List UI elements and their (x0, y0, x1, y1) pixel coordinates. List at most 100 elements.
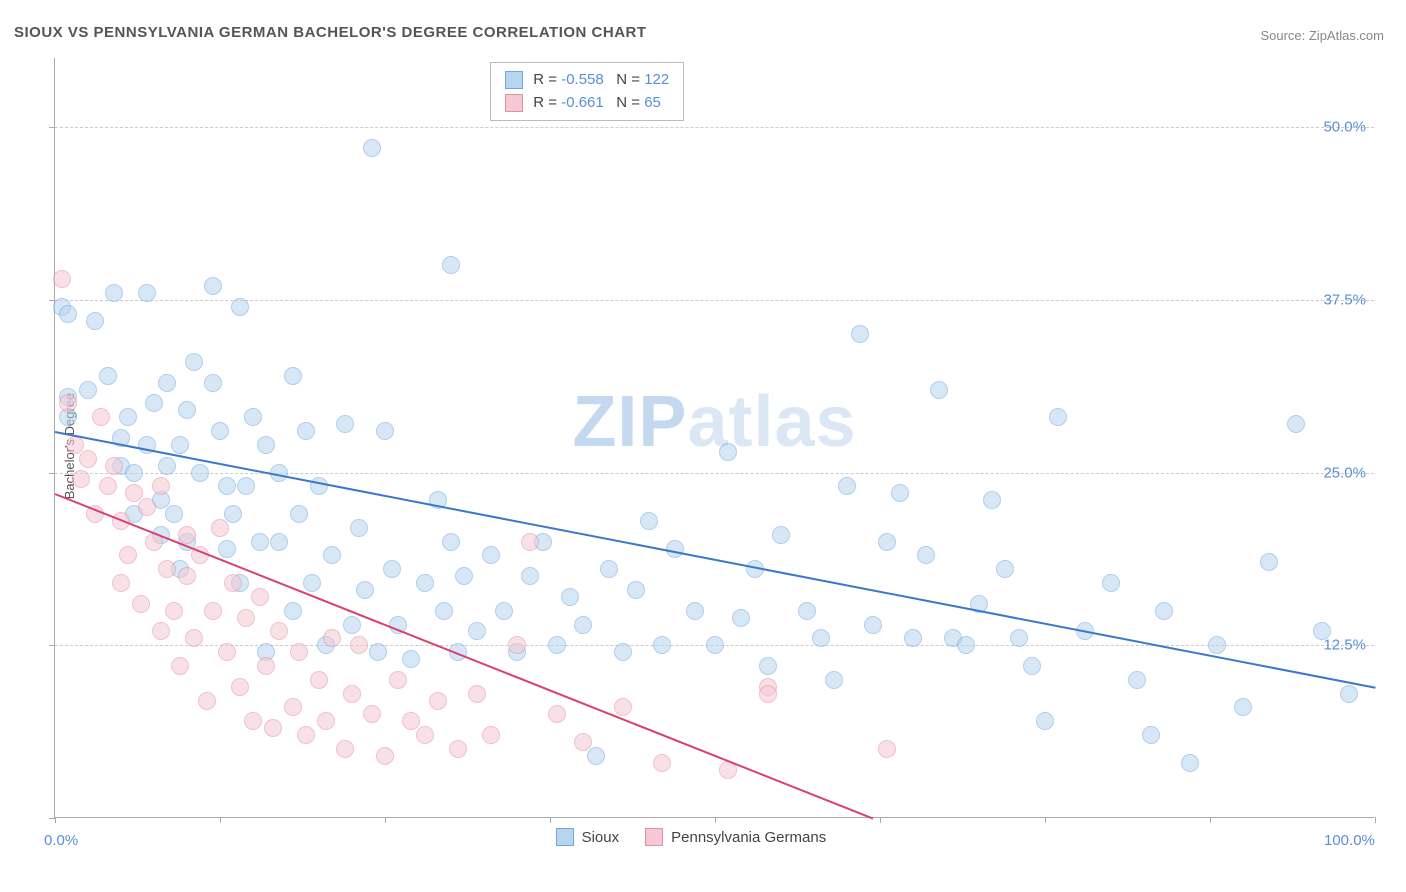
data-point (224, 505, 242, 523)
data-point (297, 726, 315, 744)
data-point (1023, 657, 1041, 675)
data-point (891, 484, 909, 502)
data-point (482, 546, 500, 564)
source-prefix: Source: (1260, 28, 1308, 43)
data-point (759, 685, 777, 703)
data-point (350, 519, 368, 537)
data-point (587, 747, 605, 765)
data-point (178, 526, 196, 544)
data-point (416, 574, 434, 592)
data-point (79, 450, 97, 468)
data-point (211, 519, 229, 537)
data-point (996, 560, 1014, 578)
x-tick (385, 817, 386, 823)
data-point (86, 312, 104, 330)
stats-text: R = -0.558 N = 122 (533, 69, 669, 92)
stats-row: R = -0.558 N = 122 (505, 69, 669, 92)
data-point (468, 685, 486, 703)
data-point (548, 705, 566, 723)
data-point (244, 408, 262, 426)
data-point (732, 609, 750, 627)
data-point (185, 353, 203, 371)
data-point (343, 685, 361, 703)
data-point (435, 602, 453, 620)
data-point (336, 415, 354, 433)
data-point (864, 616, 882, 634)
data-point (336, 740, 354, 758)
gridline (55, 300, 1374, 301)
data-point (666, 540, 684, 558)
data-point (191, 464, 209, 482)
data-point (825, 671, 843, 689)
data-point (112, 574, 130, 592)
data-point (376, 747, 394, 765)
data-point (600, 560, 618, 578)
data-point (105, 284, 123, 302)
x-tick (880, 817, 881, 823)
data-point (812, 629, 830, 647)
data-point (270, 622, 288, 640)
data-point (343, 616, 361, 634)
data-point (237, 609, 255, 627)
data-point (152, 477, 170, 495)
legend-swatch (645, 828, 663, 846)
data-point (495, 602, 513, 620)
data-point (383, 560, 401, 578)
data-point (627, 581, 645, 599)
data-point (211, 422, 229, 440)
x-tick-label: 100.0% (1324, 832, 1375, 849)
data-point (204, 277, 222, 295)
source-attribution: Source: ZipAtlas.com (1260, 28, 1384, 43)
data-point (356, 581, 374, 599)
data-point (389, 671, 407, 689)
data-point (402, 650, 420, 668)
data-point (614, 643, 632, 661)
plot-area: ZIPatlas 12.5%25.0%37.5%50.0%R = -0.558 … (54, 58, 1374, 818)
data-point (614, 698, 632, 716)
data-point (1142, 726, 1160, 744)
data-point (1208, 636, 1226, 654)
data-point (105, 457, 123, 475)
data-point (317, 712, 335, 730)
data-point (297, 422, 315, 440)
data-point (72, 470, 90, 488)
data-point (548, 636, 566, 654)
data-point (152, 622, 170, 640)
y-tick (49, 473, 55, 474)
data-point (158, 457, 176, 475)
data-point (653, 754, 671, 772)
y-tick-label: 50.0% (1323, 119, 1366, 136)
data-point (416, 726, 434, 744)
data-point (1234, 698, 1252, 716)
x-tick (1045, 817, 1046, 823)
data-point (231, 298, 249, 316)
legend-label: Sioux (582, 829, 620, 846)
data-point (237, 477, 255, 495)
data-point (284, 367, 302, 385)
y-tick-label: 25.0% (1323, 464, 1366, 481)
y-tick-label: 12.5% (1323, 637, 1366, 654)
stats-text: R = -0.661 N = 65 (533, 92, 661, 115)
data-point (719, 443, 737, 461)
data-point (119, 408, 137, 426)
data-point (363, 139, 381, 157)
data-point (323, 629, 341, 647)
data-point (264, 719, 282, 737)
source-link[interactable]: ZipAtlas.com (1309, 28, 1384, 43)
data-point (706, 636, 724, 654)
data-point (957, 636, 975, 654)
data-point (145, 394, 163, 412)
watermark-zip: ZIP (572, 382, 687, 462)
data-point (1287, 415, 1305, 433)
data-point (798, 602, 816, 620)
data-point (442, 256, 460, 274)
data-point (1181, 754, 1199, 772)
y-tick (49, 127, 55, 128)
data-point (363, 705, 381, 723)
data-point (171, 436, 189, 454)
data-point (521, 533, 539, 551)
data-point (125, 464, 143, 482)
data-point (59, 305, 77, 323)
data-point (930, 381, 948, 399)
data-point (270, 533, 288, 551)
